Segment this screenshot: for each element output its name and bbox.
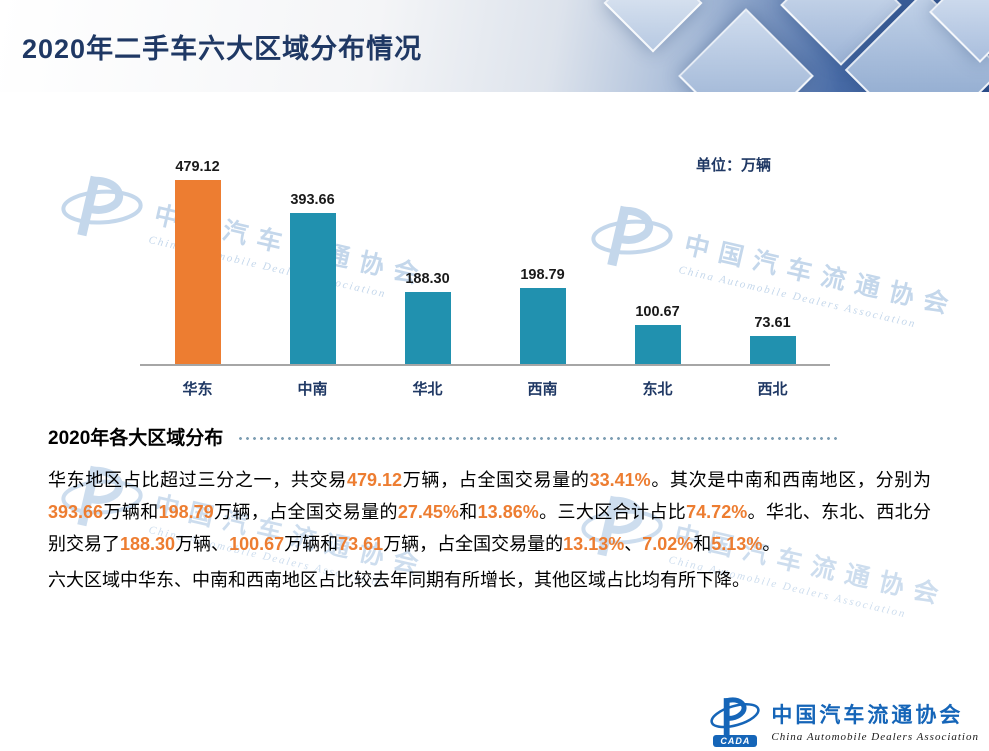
- body-text: 和: [693, 534, 712, 554]
- body-text: 、: [624, 534, 643, 554]
- category-label: 华东: [182, 381, 213, 398]
- body-text: 。三大区合计占比: [538, 502, 687, 522]
- analysis-paragraph-2: 六大区域中华东、中南和西南地区占比较去年同期有所增长，其他区域占比均有所下降。: [48, 570, 750, 590]
- bar-column: 393.66: [255, 192, 370, 364]
- highlighted-value: 479.12: [347, 470, 403, 490]
- bar-column: 198.79: [485, 267, 600, 364]
- bar: [174, 180, 221, 364]
- highlighted-value: 198.79: [158, 502, 214, 522]
- highlighted-value: 188.30: [120, 534, 176, 554]
- bar: [749, 336, 796, 364]
- category-label: 西南: [527, 381, 558, 398]
- bar: [289, 213, 336, 364]
- logo-en-text: China Automobile Dealers Association: [771, 730, 979, 743]
- section-heading: 2020年各大区域分布: [48, 428, 224, 449]
- plot-area: 479.12 393.66 188.30 198.79 100.67 73.61: [140, 134, 830, 366]
- cube-graphic: [929, 0, 989, 63]
- highlighted-value: 13.86%: [477, 502, 539, 522]
- body-text: 万辆，占全国交易量的: [383, 534, 564, 554]
- highlighted-value: 100.67: [229, 534, 285, 554]
- analysis-section: 2020年各大区域分布 华东地区占比超过三分之一，共交易479.12万辆，占全国…: [0, 423, 989, 596]
- body-text: 万辆、: [175, 534, 230, 554]
- cada-logo-mark: CADA: [708, 694, 762, 747]
- page-title: 2020年二手车六大区域分布情况: [22, 33, 423, 64]
- cada-logo: CADA 中国汽车流通协会 China Automobile Dealers A…: [708, 694, 979, 747]
- bar: [519, 288, 566, 364]
- section-heading-row: 2020年各大区域分布: [48, 423, 931, 450]
- body-text: 。其次是中南和西南地区，分别为: [650, 470, 931, 490]
- highlighted-value: 393.66: [48, 502, 104, 522]
- body-text: 万辆和: [103, 502, 159, 522]
- bar-value-label: 188.30: [405, 271, 450, 287]
- category-label: 中南: [297, 381, 328, 398]
- cada-logo-text: 中国汽车流通协会 China Automobile Dealers Associ…: [771, 699, 979, 743]
- bar-column: 73.61: [715, 315, 830, 364]
- bar-value-label: 100.67: [635, 304, 680, 320]
- body-text: 万辆，占全国交易量的: [213, 502, 398, 522]
- logo-cn-text: 中国汽车流通协会: [771, 703, 964, 727]
- highlighted-value: 5.13%: [711, 534, 763, 554]
- cube-graphic: [844, 0, 989, 92]
- body-text: 华东地区占比超过三分之一，共交易: [48, 470, 347, 490]
- highlighted-value: 74.72%: [686, 502, 748, 522]
- highlighted-value: 33.41%: [589, 470, 651, 490]
- bar-chart: 479.12 393.66 188.30 198.79 100.67 73.61 华东 中南…: [140, 134, 830, 399]
- cube-graphic: [603, 0, 703, 53]
- highlighted-value: 73.61: [338, 534, 384, 554]
- bar: [404, 292, 451, 364]
- body-text: 万辆，占全国交易量的: [402, 470, 590, 490]
- bar-column: 100.67: [600, 304, 715, 364]
- bar-value-label: 393.66: [290, 192, 335, 208]
- body-text: 和: [458, 502, 478, 522]
- bar: [634, 325, 681, 364]
- category-axis: 华东 中南 华北 西南 东北 西北: [140, 366, 830, 399]
- cada-badge: CADA: [713, 735, 758, 747]
- cada-swoosh-icon: [708, 694, 762, 739]
- highlighted-value: 7.02%: [642, 534, 694, 554]
- category-label: 西北: [757, 381, 788, 398]
- chart-section: 单位：万辆 479.12 393.66 188.30 198.79 100.67 73.6…: [0, 134, 989, 399]
- cube-graphic: [780, 0, 902, 66]
- analysis-paragraph-1: 华东地区占比超过三分之一，共交易479.12万辆，占全国交易量的33.41%。其…: [48, 464, 931, 560]
- highlighted-value: 13.13%: [563, 534, 625, 554]
- category-label: 华北: [412, 381, 443, 398]
- highlighted-value: 27.45%: [397, 502, 459, 522]
- bar-column: 188.30: [370, 271, 485, 364]
- bar-value-label: 479.12: [175, 159, 220, 175]
- dotted-divider: [237, 436, 839, 441]
- category-label: 东北: [642, 381, 673, 398]
- cube-graphic: [678, 8, 814, 92]
- bar-value-label: 198.79: [520, 267, 565, 283]
- header-banner: 2020年二手车六大区域分布情况: [0, 0, 989, 92]
- unit-label: 单位：万辆: [695, 157, 771, 174]
- body-text: 。: [762, 534, 781, 554]
- body-text: 万辆和: [284, 534, 339, 554]
- bar-column: 479.12: [140, 159, 255, 364]
- bar-value-label: 73.61: [754, 315, 791, 331]
